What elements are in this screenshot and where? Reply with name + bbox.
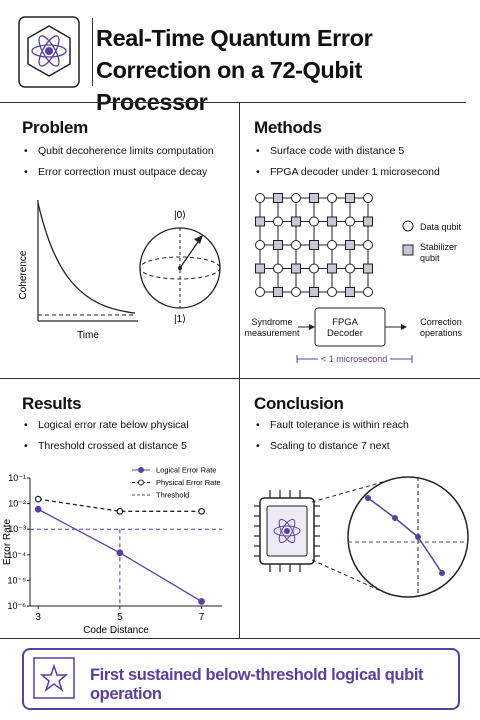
stabilizer-qubit bbox=[327, 216, 337, 227]
section-heading: Problem bbox=[22, 118, 88, 137]
data-qubit bbox=[291, 287, 301, 297]
coherence-diagram: Coherence Time |0⟩ |1⟩ bbox=[18, 200, 221, 341]
bullet: Qubit decoherence limits computation bbox=[22, 145, 214, 157]
stabilizer-qubit bbox=[345, 240, 355, 250]
error-rate-chart: 10⁻¹ 10⁻² 10⁻³ 10⁻⁴ 10⁻⁵ 10⁻⁶ 3 5 7 Code Distance… bbox=[2, 466, 222, 636]
data-qubit bbox=[255, 193, 265, 203]
bullet: Error correction must outpace decay bbox=[22, 166, 207, 178]
stabilizer-qubit bbox=[291, 263, 301, 274]
divider bbox=[0, 638, 480, 639]
data-point bbox=[198, 507, 205, 515]
data-qubit bbox=[345, 216, 355, 227]
scaling-diagram bbox=[254, 476, 469, 598]
legend-label: Logical Error Rate bbox=[156, 466, 216, 475]
flow-label: Syndrome measurement bbox=[244, 317, 300, 338]
state-label: |0⟩ bbox=[174, 210, 186, 221]
surface-code-lattice bbox=[255, 193, 373, 297]
stabilizer-qubit bbox=[345, 193, 355, 203]
title: Real-Time Quantum Error Correction on a … bbox=[96, 25, 373, 115]
data-qubit bbox=[255, 240, 265, 250]
data-qubit bbox=[255, 287, 265, 297]
state-label: |1⟩ bbox=[174, 314, 186, 325]
bullet: FPGA decoder under 1 microsecond bbox=[254, 166, 440, 178]
legend-label: Data qubit bbox=[420, 222, 462, 232]
lattice-legend-icons bbox=[402, 220, 414, 256]
data-qubit bbox=[291, 240, 301, 250]
axis-label: Coherence bbox=[18, 250, 29, 299]
stabilizer-qubit bbox=[255, 263, 265, 274]
flow-label: Correction operations bbox=[419, 317, 463, 338]
data-qubit bbox=[309, 263, 319, 274]
data-point bbox=[34, 505, 42, 513]
x-tick-label: 7 bbox=[199, 612, 205, 623]
divider bbox=[92, 18, 93, 86]
star-icon bbox=[33, 657, 75, 699]
y-axis-label: Error Rate bbox=[2, 519, 13, 566]
stabilizer-qubit bbox=[363, 263, 373, 274]
banner bbox=[22, 648, 460, 710]
x-axis-label: Code Distance bbox=[83, 625, 149, 636]
stabilizer-qubit bbox=[273, 287, 283, 297]
section-heading: Methods bbox=[254, 118, 322, 137]
legend-label: Stabilizer qubit bbox=[420, 242, 458, 263]
data-qubit bbox=[327, 240, 337, 250]
stabilizer-qubit bbox=[363, 216, 373, 227]
bullet: Scaling to distance 7 next bbox=[254, 440, 390, 452]
bullet: Surface code with distance 5 bbox=[254, 145, 404, 157]
stabilizer-qubit bbox=[309, 240, 319, 250]
legend-marker bbox=[138, 479, 144, 486]
data-qubit bbox=[327, 287, 337, 297]
stabilizer-qubit bbox=[327, 263, 337, 274]
stabilizer-qubit bbox=[273, 193, 283, 203]
section-heading: Results bbox=[22, 394, 82, 413]
stabilizer-qubit bbox=[345, 287, 355, 297]
bullet: Logical error rate below physical bbox=[22, 419, 189, 431]
divider bbox=[239, 102, 240, 638]
y-tick-label: 10⁻⁴ bbox=[7, 550, 26, 560]
y-tick-label: 10⁻³ bbox=[8, 524, 26, 534]
y-tick-label: 10⁻⁵ bbox=[8, 575, 27, 585]
data-point bbox=[116, 507, 124, 515]
banner-text: First sustained below-threshold logical … bbox=[90, 666, 424, 703]
legend-marker bbox=[138, 467, 144, 473]
stabilizer-qubit bbox=[291, 216, 301, 227]
data-qubit bbox=[273, 216, 283, 227]
data-qubit bbox=[345, 263, 355, 274]
stabilizer-qubit bbox=[255, 216, 265, 227]
x-tick-label: 5 bbox=[117, 612, 123, 623]
x-tick-label: 3 bbox=[35, 612, 41, 623]
data-qubit bbox=[363, 193, 373, 203]
bullet: Threshold crossed at distance 5 bbox=[22, 440, 187, 452]
section-heading: Conclusion bbox=[254, 394, 344, 413]
y-tick-label: 10⁻² bbox=[8, 499, 26, 509]
stabilizer-qubit bbox=[273, 240, 283, 250]
axis-label: Time bbox=[77, 330, 99, 341]
data-qubit bbox=[363, 240, 373, 250]
data-qubit bbox=[309, 216, 319, 227]
data-qubit bbox=[291, 193, 301, 203]
y-tick-label: 10⁻¹ bbox=[8, 473, 26, 483]
data-point bbox=[198, 598, 205, 605]
data-point bbox=[34, 495, 42, 503]
data-qubit bbox=[363, 287, 373, 297]
data-qubit bbox=[273, 263, 283, 274]
divider bbox=[0, 102, 466, 103]
latency-label: < 1 microsecond bbox=[318, 354, 391, 365]
logo bbox=[18, 16, 80, 88]
stabilizer-qubit bbox=[309, 193, 319, 203]
flow-box-label: FPGA Decoder bbox=[327, 317, 363, 339]
data-qubit bbox=[327, 193, 337, 203]
bullet: Fault tolerance is within reach bbox=[254, 419, 409, 431]
stabilizer-qubit bbox=[309, 287, 319, 297]
decoder-flow bbox=[296, 307, 413, 363]
divider bbox=[0, 378, 480, 379]
data-point bbox=[116, 549, 124, 557]
legend-label: Threshold bbox=[156, 491, 189, 500]
legend-label: Physical Error Rate bbox=[156, 478, 221, 487]
y-tick-label: 10⁻⁶ bbox=[8, 601, 27, 611]
